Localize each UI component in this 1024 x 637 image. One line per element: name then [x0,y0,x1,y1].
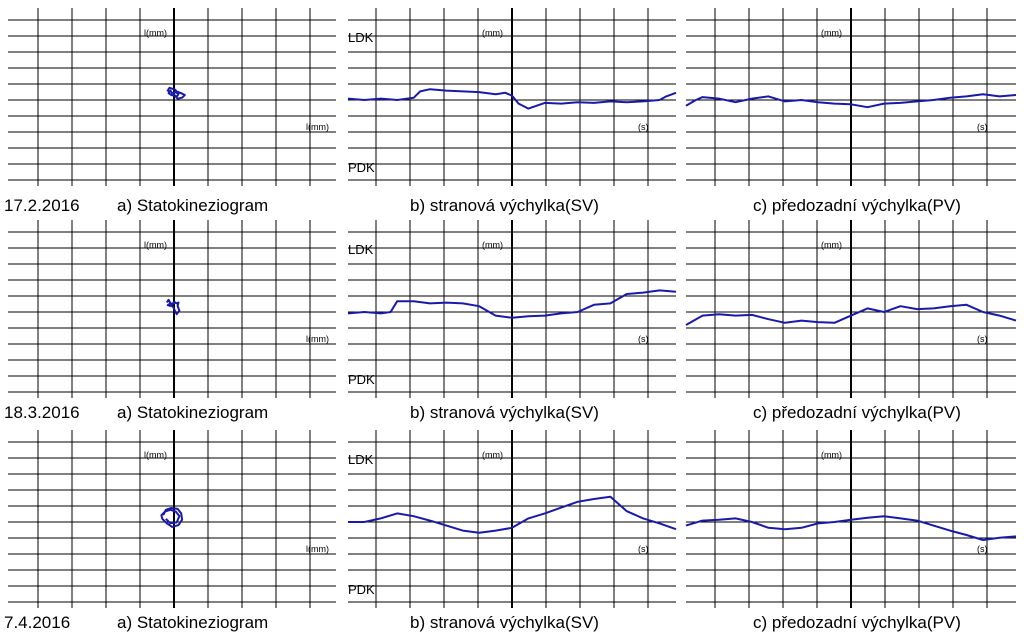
y-axis-label: l(mm) [144,28,167,38]
y-axis-label: (mm) [482,240,503,250]
y-axis-label: (mm) [482,28,503,38]
panel-caption: a) Statokineziogram [117,196,268,215]
x-axis-label: (s) [638,122,649,132]
panel-caption: a) Statokineziogram [117,403,268,422]
panel-caption: b) stranová výchylka(SV) [410,403,599,422]
bottom-label: PDK [348,582,375,597]
x-axis-label: l(mm) [306,334,329,344]
x-axis-label: (s) [638,544,649,554]
panel-caption: b) stranová výchylka(SV) [410,613,599,632]
x-axis-label: (s) [977,122,988,132]
panel-caption: b) stranová výchylka(SV) [410,196,599,215]
trace-anteroposterior [685,93,1017,109]
trace-statokineziogram [166,86,186,100]
y-axis-label: (mm) [821,450,842,460]
panel-lateral-3 [348,430,677,608]
top-label: LDK [348,242,374,257]
trace-anteroposterior [685,303,1017,326]
panel-lateral-1 [347,8,677,186]
panel-statokineziogram-3 [8,430,336,608]
panel-lateral-2 [347,220,677,398]
session-date: 18.3.2016 [4,403,80,422]
panel-anteroposterior-2 [685,220,1017,398]
y-axis-label: (mm) [821,240,842,250]
session-date: 7.4.2016 [4,613,70,632]
bottom-label: PDK [348,160,375,175]
trace-statokineziogram [160,507,184,528]
bottom-label: PDK [348,372,375,387]
trace-lateral [347,88,677,110]
panel-anteroposterior-1 [685,8,1017,186]
x-axis-label: (s) [977,544,988,554]
panel-statokineziogram-1 [8,8,336,186]
trace-lateral [348,495,677,534]
x-axis-label: (s) [638,334,649,344]
x-axis-label: l(mm) [306,544,329,554]
panel-caption: c) předozadní výchylka(PV) [753,196,961,215]
panel-caption: a) Statokineziogram [117,613,268,632]
trace-statokineziogram [165,298,181,316]
trace-lateral [347,289,677,319]
trace-anteroposterior [685,515,1017,541]
x-axis-label: (s) [977,334,988,344]
panel-anteroposterior-3 [685,430,1017,608]
x-axis-label: l(mm) [306,122,329,132]
y-axis-label: (mm) [821,28,842,38]
top-label: LDK [348,452,374,467]
y-axis-label: (mm) [482,450,503,460]
session-date: 17.2.2016 [4,196,80,215]
top-label: LDK [348,30,374,45]
y-axis-label: l(mm) [144,450,167,460]
panel-caption: c) předozadní výchylka(PV) [753,403,961,422]
y-axis-label: l(mm) [144,240,167,250]
panel-caption: c) předozadní výchylka(PV) [753,613,961,632]
panel-statokineziogram-2 [8,220,336,398]
